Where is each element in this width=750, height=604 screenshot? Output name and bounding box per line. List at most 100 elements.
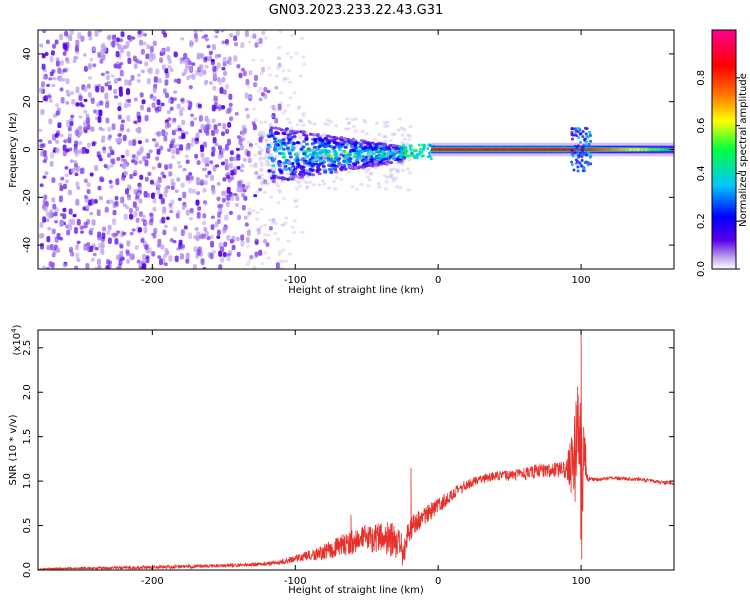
spectrogram-cell (117, 106, 122, 112)
spectrogram-cell (265, 147, 270, 154)
spectrogram-cell (235, 30, 240, 36)
spectrogram-cell (277, 188, 282, 192)
spectrogram-cell (59, 133, 64, 137)
spectrogram-cell (57, 122, 62, 129)
spectrogram-cell (264, 159, 269, 163)
spectrogram-cell (145, 249, 150, 254)
spectrogram-cell (135, 58, 140, 64)
spectrogram-cell (91, 219, 96, 226)
spectrogram-cell (417, 143, 421, 147)
spectrogram-cell (289, 172, 294, 176)
spectrogram-cell (258, 249, 263, 256)
spectrogram-cell (269, 167, 274, 171)
spectrogram-cell (305, 174, 310, 178)
spectrogram-cell (110, 74, 115, 78)
spectrogram-cell (280, 179, 285, 183)
spectrogram-cell (140, 238, 145, 243)
spectrogram-cell (200, 123, 205, 130)
spectrogram-cell (580, 155, 584, 159)
spectrogram-cell (344, 157, 349, 161)
spectrogram-cell (122, 134, 127, 142)
spectrogram-cell (212, 137, 217, 144)
spectrogram-cell (274, 155, 279, 159)
spectrogram-cell (299, 141, 304, 145)
spectrogram-cell (98, 109, 103, 117)
spectrogram-cell (200, 152, 205, 158)
spectrogram-cell (278, 164, 283, 168)
spectrogram-cell (40, 109, 45, 115)
spectrogram-cell (373, 160, 378, 164)
colorbar-tick-label: 0.2 (696, 213, 707, 229)
spectrogram-cell (584, 144, 588, 148)
spectrogram-cell (160, 102, 165, 107)
spectrogram-cell (375, 161, 380, 165)
spectrogram-cell (259, 168, 264, 172)
spectrogram-cell (311, 143, 316, 147)
spectrogram-cell (391, 177, 396, 181)
spectrogram-cell (377, 145, 382, 149)
snr-background (38, 330, 674, 570)
snr-x-tick-label: -200 (141, 576, 164, 587)
spectrogram-cell (292, 178, 297, 182)
spectrogram-cell (265, 242, 270, 247)
spectrogram-cell (74, 149, 79, 155)
spectrogram-cell (70, 168, 75, 174)
spectrogram-cell (211, 146, 216, 153)
spectrogram-cell (297, 150, 302, 154)
spectrogram-cell (325, 138, 330, 142)
spectrogram-cell (156, 148, 161, 155)
spectrogram-cell (255, 190, 260, 194)
spectrogram-cell (292, 231, 297, 235)
spectrogram-cell (301, 161, 306, 165)
spectrogram-cell (307, 180, 312, 184)
spectrogram-cell (226, 186, 231, 194)
spectrogram-cell (173, 90, 178, 94)
spectrogram-cell (325, 118, 330, 122)
spectrogram-cell (300, 175, 305, 179)
spectrogram-cell (222, 56, 227, 64)
spectrogram-cell (384, 161, 389, 165)
spectrogram-cell (392, 143, 397, 147)
spectrogram-cell (163, 135, 168, 142)
spectrogram-cell (192, 264, 197, 269)
spectrogram-cell (295, 158, 300, 162)
spectrogram-cell (257, 150, 262, 156)
spectrogram-cell (214, 34, 219, 39)
spectrogram-cell (263, 233, 268, 237)
spectrogram-cell (72, 213, 77, 218)
spectrogram-cell (267, 218, 272, 222)
spectrogram-cell (185, 209, 190, 216)
spectrogram-cell (242, 157, 247, 162)
spectrogram-cell (286, 136, 291, 140)
spectrogram-cell (326, 163, 331, 167)
spectrogram-cell (216, 77, 221, 82)
spectrogram-cell (83, 194, 88, 200)
spectrogram-cell (127, 103, 132, 108)
spectrogram-cell (326, 141, 331, 145)
spectrogram-cell (246, 140, 251, 144)
spectrogram-cell (85, 117, 90, 124)
spectrogram-cell (107, 152, 112, 158)
spectrogram-cell (115, 254, 120, 261)
colorbar-tick-label: 0.4 (696, 165, 707, 181)
spectrogram-cell (304, 169, 309, 173)
spectrogram-cell (219, 87, 224, 94)
spectrogram-cell (343, 127, 348, 131)
spectrogram-cell (272, 231, 277, 235)
spectrogram-cell (138, 60, 143, 65)
spectrogram-cell (343, 145, 348, 149)
spectrogram-cell (277, 176, 282, 180)
spectrogram-cell (39, 43, 44, 48)
spectrogram-cell (292, 137, 297, 141)
spectrogram-y-tick-label: 20 (22, 95, 33, 108)
spectrogram-cell (281, 248, 286, 252)
spectrogram-cell (224, 158, 229, 165)
spectrogram-cell (257, 175, 262, 180)
spectrogram-cell (273, 149, 278, 153)
spectrogram-cell (157, 238, 162, 246)
spectrogram-cell (39, 221, 44, 228)
spectrogram-cell (301, 111, 306, 115)
spectrogram-cell (307, 172, 312, 176)
spectrogram-cell (283, 109, 288, 113)
